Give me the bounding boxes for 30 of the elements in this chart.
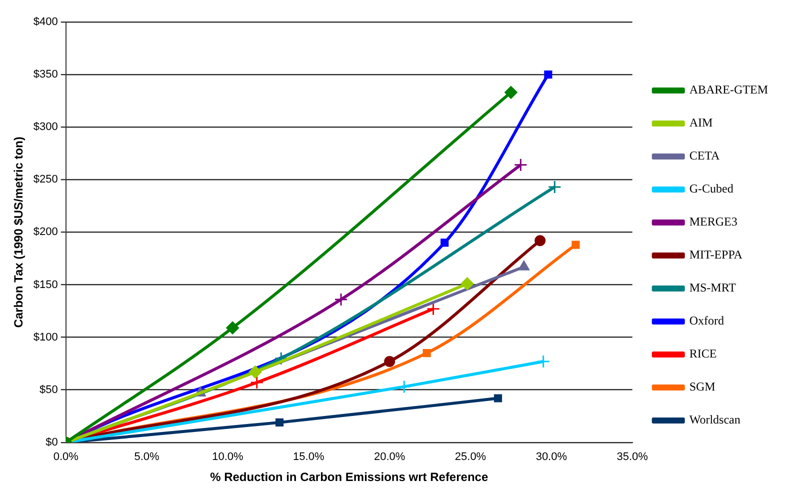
y-tick-label: $150 xyxy=(33,278,58,291)
legend-label: ABARE-GTEM xyxy=(689,82,768,97)
x-tick-label: 25.0% xyxy=(454,451,486,464)
y-tick-label: $200 xyxy=(33,226,58,238)
legend-label: MIT-EPPA xyxy=(689,248,743,262)
y-tick-label: $0 xyxy=(46,436,58,448)
y-tick-label: $350 xyxy=(33,68,58,81)
y-tick-label: $100 xyxy=(33,331,58,344)
x-tick-label: 30.0% xyxy=(536,451,568,464)
x-tick-label: 5.0% xyxy=(134,451,160,464)
x-tick-label: 15.0% xyxy=(293,451,324,464)
x-tick-label: 0.0% xyxy=(53,451,79,464)
x-tick-label: 20.0% xyxy=(374,451,406,464)
legend-label: CETA xyxy=(689,148,720,163)
y-axis-title: Carbon Tax (1990 $US/metric ton) xyxy=(12,136,26,328)
y-tick-label: $400 xyxy=(33,16,58,28)
legend-label: G-Cubed xyxy=(689,182,734,196)
y-tick-label: $300 xyxy=(33,121,58,134)
x-tick-label: 35.0% xyxy=(616,451,648,464)
legend-label: Worldscan xyxy=(689,412,740,427)
y-tick-label: $250 xyxy=(33,174,58,186)
legend-label: Oxford xyxy=(689,314,724,328)
legend-label: AIM xyxy=(689,116,713,130)
y-tick-label: $50 xyxy=(40,384,58,396)
legend-label: MERGE3 xyxy=(689,214,738,229)
x-axis-title: % Reduction in Carbon Emissions wrt Reference xyxy=(210,470,488,484)
legend-label: SGM xyxy=(689,380,716,394)
x-tick-label: 10.0% xyxy=(212,451,244,464)
legend-label: RICE xyxy=(689,346,717,361)
legend-label: MS-MRT xyxy=(689,280,737,295)
